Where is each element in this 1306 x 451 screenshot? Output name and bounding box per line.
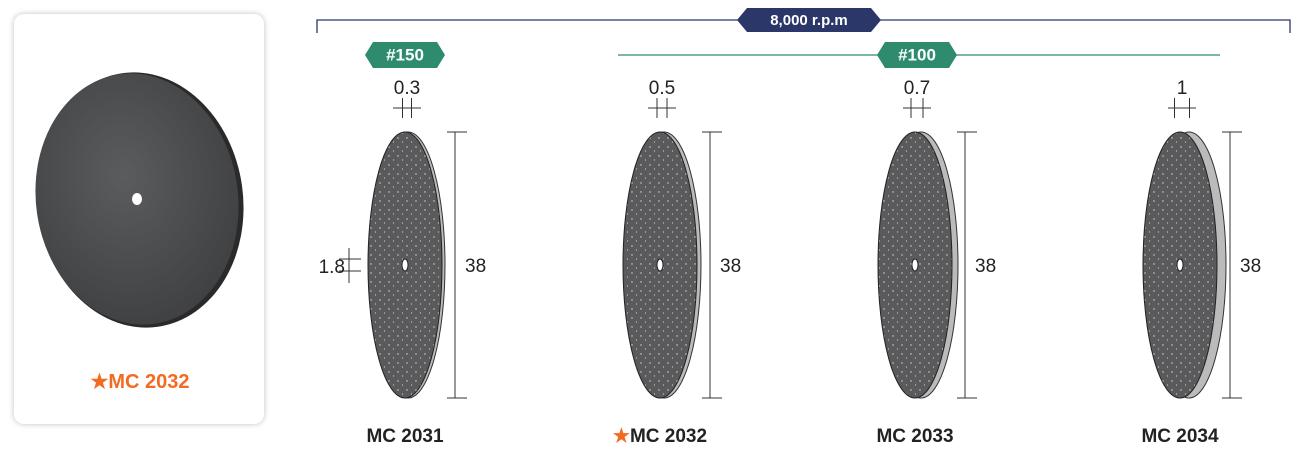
speed-label: 8,000 r.p.m [770, 12, 848, 29]
speed-bracket: 8,000 r.p.m [316, 8, 1291, 33]
featured-label: ★MC 2032 [90, 371, 189, 393]
disk-hole [911, 258, 919, 272]
product-name: MC 2031 [366, 426, 444, 447]
product-name-text: MC 2034 [1141, 426, 1219, 447]
grit-label: #100 [898, 45, 936, 64]
disk-hole [656, 258, 664, 272]
product-name: MC 2033 [876, 426, 953, 447]
grit-badge [877, 42, 957, 68]
grit-badge [365, 42, 445, 68]
disk: 0.7 38 MC 2033 [876, 78, 996, 447]
diameter-label: 38 [975, 256, 996, 277]
star: ★ [90, 371, 108, 393]
product-name: MC 2034 [1141, 426, 1219, 447]
hole-label: 1.8 [319, 257, 345, 278]
grit-label: #150 [386, 45, 424, 64]
disk: 0.5 38 ★MC 2032 [613, 78, 741, 447]
featured-name: MC 2032 [108, 371, 189, 393]
thickness-label: 0.3 [394, 78, 420, 99]
disk: 1 38 MC 2034 [1141, 78, 1261, 447]
featured-disk [35, 72, 244, 328]
product-name-text: MC 2033 [876, 426, 953, 447]
disk: 0.3 38 1.8 MC 2031 [319, 78, 487, 447]
disk-hole [401, 258, 409, 272]
thickness-label: 1 [1177, 78, 1188, 99]
thickness-label: 0.5 [649, 78, 675, 99]
disk-hole [1176, 258, 1184, 272]
star: ★ [613, 426, 630, 447]
product-name: ★MC 2032 [613, 426, 707, 447]
diameter-label: 38 [720, 256, 741, 277]
thickness-label: 0.7 [904, 78, 930, 99]
product-name-text: MC 2032 [630, 426, 707, 447]
diameter-label: 38 [1240, 256, 1261, 277]
product-name-text: MC 2031 [366, 426, 444, 447]
diameter-label: 38 [465, 256, 486, 277]
